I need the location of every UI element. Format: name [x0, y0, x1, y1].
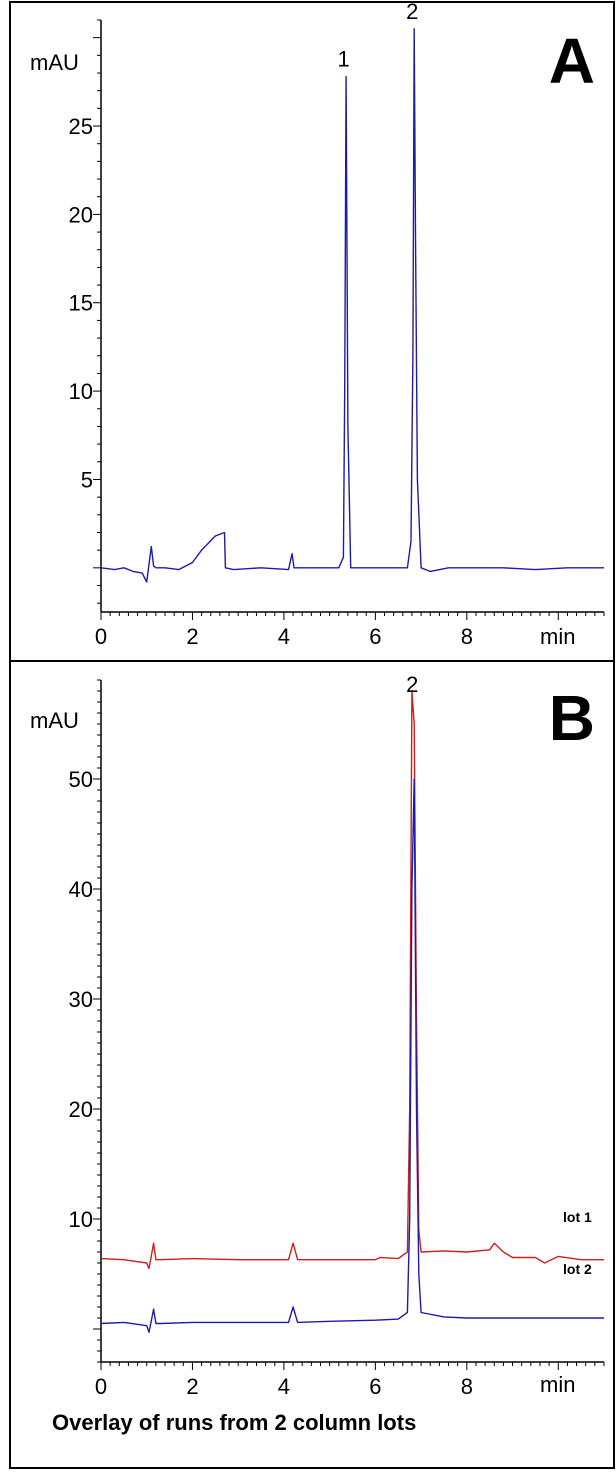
panel-a-peak-label-1: 1: [338, 47, 350, 72]
panel-a-y-tick-label: 5: [81, 467, 93, 492]
panel-a-y-tick-label: 25: [69, 114, 93, 139]
panel-a-y-tick-label: 20: [69, 202, 93, 227]
figure-caption: Overlay of runs from 2 column lots: [52, 1410, 416, 1435]
trace-label-lot-1: lot 1: [563, 1209, 592, 1225]
panel-b-y-tick-label: 30: [69, 987, 93, 1012]
panel-a-trace-series-0: [100, 28, 604, 583]
trace-label-lot-2: lot 2: [563, 1261, 592, 1277]
panel-a-x-tick-label: 6: [369, 624, 381, 649]
panel-b-x-tick-label: 0: [95, 1374, 107, 1399]
panel-a-x-tick-label: 2: [186, 624, 198, 649]
panel-a-y-tick-label: 10: [69, 379, 93, 404]
panel-a-y-tick-label: 15: [69, 291, 93, 316]
panel-b-x-tick-label: 4: [278, 1374, 290, 1399]
panel-b-y-tick-label: 20: [69, 1097, 93, 1122]
figure-frame: [9, 1, 615, 1469]
panel-b-x-tick-label: 2: [186, 1374, 198, 1399]
panel-b-y-tick-label: 50: [69, 767, 93, 792]
panel-b-x-tick-label: 6: [369, 1374, 381, 1399]
panel-a: A mAU min 5 10 15 20 25 0 2 4 6 8 1 2: [30, 0, 605, 649]
panel-b-x-tick-label: 8: [461, 1374, 473, 1399]
panel-a-x-unit: min: [540, 624, 575, 649]
panel-b-trace-lot-2: [100, 778, 604, 1334]
panel-a-x-tick-label: 0: [95, 624, 107, 649]
panel-b-peak-label-2: 2: [406, 672, 418, 697]
panel-b-trace-lot-1: [100, 690, 604, 1270]
panel-a-x-tick-label: 4: [278, 624, 290, 649]
panel-b: B mAU min lot 1 lot 2 Overlay of runs fr…: [30, 672, 605, 1435]
panel-a-x-tick-label: 8: [461, 624, 473, 649]
panel-b-y-tick-label: 40: [69, 877, 93, 902]
panel-a-peak-label-2: 2: [406, 0, 418, 24]
panel-b-letter: B: [549, 682, 595, 754]
panel-b-y-unit: mAU: [30, 708, 79, 733]
panel-b-y-tick-label: 10: [69, 1207, 93, 1232]
panel-b-x-unit: min: [540, 1372, 575, 1397]
panel-a-letter: A: [549, 25, 595, 97]
panel-a-y-unit: mAU: [30, 50, 79, 75]
